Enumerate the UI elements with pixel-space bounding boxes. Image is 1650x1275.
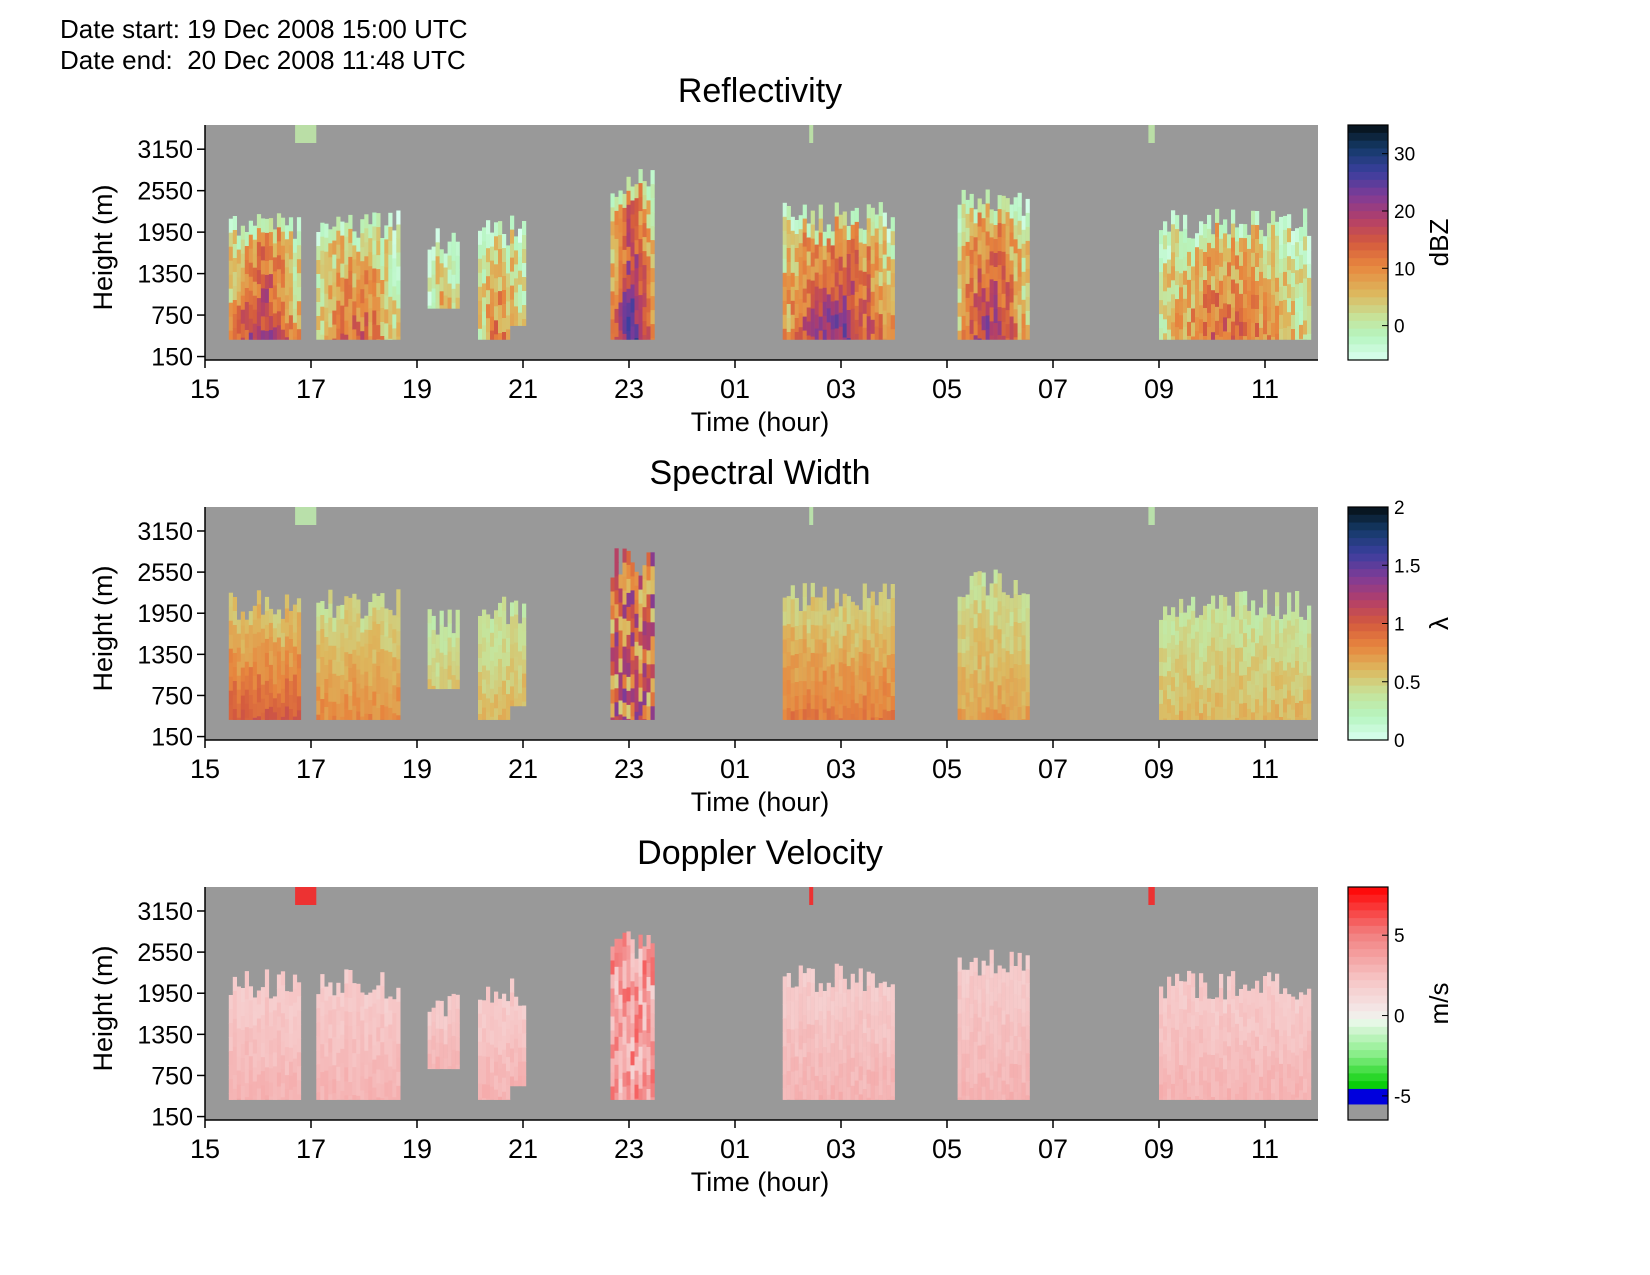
doppler_velocity-x-tick-label: 11 xyxy=(1251,1134,1279,1164)
doppler_velocity-ylabel: Height (m) xyxy=(88,945,118,1071)
reflectivity-x-tick-label: 15 xyxy=(190,374,220,404)
doppler_velocity-y-tick-label: 1950 xyxy=(137,980,193,1008)
doppler_velocity-colorbar-tick: 5 xyxy=(1394,926,1405,947)
spectral_width-y-tick-label: 3150 xyxy=(137,518,193,546)
reflectivity-y-tick-label: 750 xyxy=(151,302,193,330)
reflectivity-colorbar-tick: 30 xyxy=(1394,145,1415,166)
doppler_velocity-x-tick-label: 19 xyxy=(402,1134,432,1164)
spectral_width-x-tick-label: 23 xyxy=(614,754,644,784)
doppler_velocity-y-tick-label: 750 xyxy=(151,1062,193,1090)
reflectivity-colorbar-tick: 10 xyxy=(1394,259,1415,280)
spectral_width-colorbar-tick: 0 xyxy=(1394,731,1405,752)
doppler_velocity-xlabel: Time (hour) xyxy=(691,1167,830,1197)
doppler_velocity-x-tick-label: 15 xyxy=(190,1134,220,1164)
spectral_width-x-tick-label: 01 xyxy=(720,754,750,784)
doppler_velocity-x-tick-label: 17 xyxy=(296,1134,326,1164)
doppler_velocity-x-tick-label: 09 xyxy=(1144,1134,1174,1164)
reflectivity-ylabel: Height (m) xyxy=(88,184,118,310)
doppler_velocity-y-tick-label: 3150 xyxy=(137,898,193,926)
doppler_velocity-x-tick-label: 01 xyxy=(720,1134,750,1164)
reflectivity-x-tick-label: 01 xyxy=(720,374,750,404)
spectral_width-echo-cells xyxy=(228,548,1312,720)
doppler_velocity-colorbar: 5 0 -5 m/s xyxy=(1347,886,1454,1121)
doppler_velocity-y-tick-label: 150 xyxy=(151,1104,193,1132)
reflectivity-top-echo xyxy=(1148,125,1155,143)
doppler_velocity-x-tick-label: 21 xyxy=(508,1134,538,1164)
reflectivity-x-tick-label: 19 xyxy=(402,374,432,404)
doppler_velocity-top-echo xyxy=(295,887,317,905)
spectral_width-y-tick-label: 1350 xyxy=(137,641,193,669)
spectral_width-colorbar-label: λ xyxy=(1424,617,1454,630)
doppler_velocity-top-echo xyxy=(809,887,814,905)
spectral_width-title: Spectral Width xyxy=(649,454,870,492)
reflectivity-x-tick-label: 03 xyxy=(826,374,856,404)
doppler_velocity-colorbar-label: m/s xyxy=(1424,983,1454,1025)
spectral_width-ylabel: Height (m) xyxy=(88,565,118,691)
date-start: Date start: 19 Dec 2008 15:00 UTC xyxy=(60,14,468,44)
reflectivity-x-tick-label: 05 xyxy=(932,374,962,404)
spectral_width-y-tick-label: 150 xyxy=(151,724,193,752)
reflectivity-top-echo xyxy=(809,125,814,143)
spectral_width-top-echo xyxy=(809,507,814,525)
reflectivity-x-tick-label: 09 xyxy=(1144,374,1174,404)
reflectivity-y-tick-label: 2550 xyxy=(137,178,193,206)
doppler_velocity-y-tick-label: 2550 xyxy=(137,939,193,967)
reflectivity-title: Reflectivity xyxy=(678,72,842,110)
reflectivity-x-tick-label: 11 xyxy=(1251,374,1279,404)
spectral_width-y-tick-label: 750 xyxy=(151,682,193,710)
spectral_width-colorbar-tick: 1.5 xyxy=(1394,556,1420,577)
spectral_width-x-tick-label: 03 xyxy=(826,754,856,784)
doppler_velocity-x-tick-label: 07 xyxy=(1038,1134,1068,1164)
reflectivity-colorbar-tick: 20 xyxy=(1394,202,1415,223)
reflectivity-x-tick-label: 23 xyxy=(614,374,644,404)
date-end: Date end: 20 Dec 2008 11:48 UTC xyxy=(60,45,466,75)
reflectivity-colorbar-tick: 0 xyxy=(1394,317,1405,338)
spectral_width-top-echo xyxy=(1148,507,1155,525)
spectral_width-x-tick-label: 07 xyxy=(1038,754,1068,784)
spectral_width-x-tick-label: 05 xyxy=(932,754,962,784)
spectral_width-x-tick-label: 15 xyxy=(190,754,220,784)
spectral_width-x-tick-label: 11 xyxy=(1251,754,1279,784)
spectral_width-colorbar: 2 1.5 1 0.5 0 λ xyxy=(1347,498,1454,752)
reflectivity-colorbar: 30 20 10 0 dBZ xyxy=(1347,124,1454,361)
doppler_velocity-echo-cells xyxy=(228,931,1312,1100)
spectral_width-x-tick-label: 09 xyxy=(1144,754,1174,784)
doppler_velocity-colorbar-tick: -5 xyxy=(1394,1087,1411,1108)
doppler_velocity-colorbar-tick: 0 xyxy=(1394,1007,1405,1028)
doppler_velocity-top-echo xyxy=(1148,887,1155,905)
reflectivity-top-echo xyxy=(295,125,317,143)
spectral_width-x-tick-label: 21 xyxy=(508,754,538,784)
doppler_velocity-x-tick-label: 23 xyxy=(614,1134,644,1164)
spectral_width-y-tick-label: 1950 xyxy=(137,600,193,628)
spectral_width-colorbar-tick: 0.5 xyxy=(1394,673,1420,694)
doppler_velocity-panel: Doppler Velocity315025501950135075015015… xyxy=(88,834,1454,1197)
reflectivity-y-tick-label: 150 xyxy=(151,344,193,372)
reflectivity-y-tick-label: 1950 xyxy=(137,219,193,247)
doppler_velocity-x-tick-label: 03 xyxy=(826,1134,856,1164)
spectral_width-colorbar-tick: 2 xyxy=(1394,498,1405,519)
reflectivity-y-tick-label: 3150 xyxy=(137,136,193,164)
doppler_velocity-x-tick-label: 05 xyxy=(932,1134,962,1164)
reflectivity-colorbar-label: dBZ xyxy=(1424,219,1454,267)
date-header: Date start: 19 Dec 2008 15:00 UTC Date e… xyxy=(60,14,468,76)
spectral_width-x-tick-label: 17 xyxy=(296,754,326,784)
spectral_width-top-echo xyxy=(295,507,317,525)
doppler_velocity-y-tick-label: 1350 xyxy=(137,1021,193,1049)
spectral_width-colorbar-tick: 1 xyxy=(1394,615,1405,636)
reflectivity-x-tick-label: 07 xyxy=(1038,374,1068,404)
spectral_width-x-tick-label: 19 xyxy=(402,754,432,784)
reflectivity-xlabel: Time (hour) xyxy=(691,407,830,437)
reflectivity-echo-cells xyxy=(228,169,1312,340)
spectral_width-y-tick-label: 2550 xyxy=(137,559,193,587)
spectral_width-xlabel: Time (hour) xyxy=(691,787,830,817)
reflectivity-x-tick-label: 21 xyxy=(508,374,538,404)
doppler_velocity-title: Doppler Velocity xyxy=(637,834,883,872)
reflectivity-y-tick-label: 1350 xyxy=(137,261,193,289)
reflectivity-x-tick-label: 17 xyxy=(296,374,326,404)
